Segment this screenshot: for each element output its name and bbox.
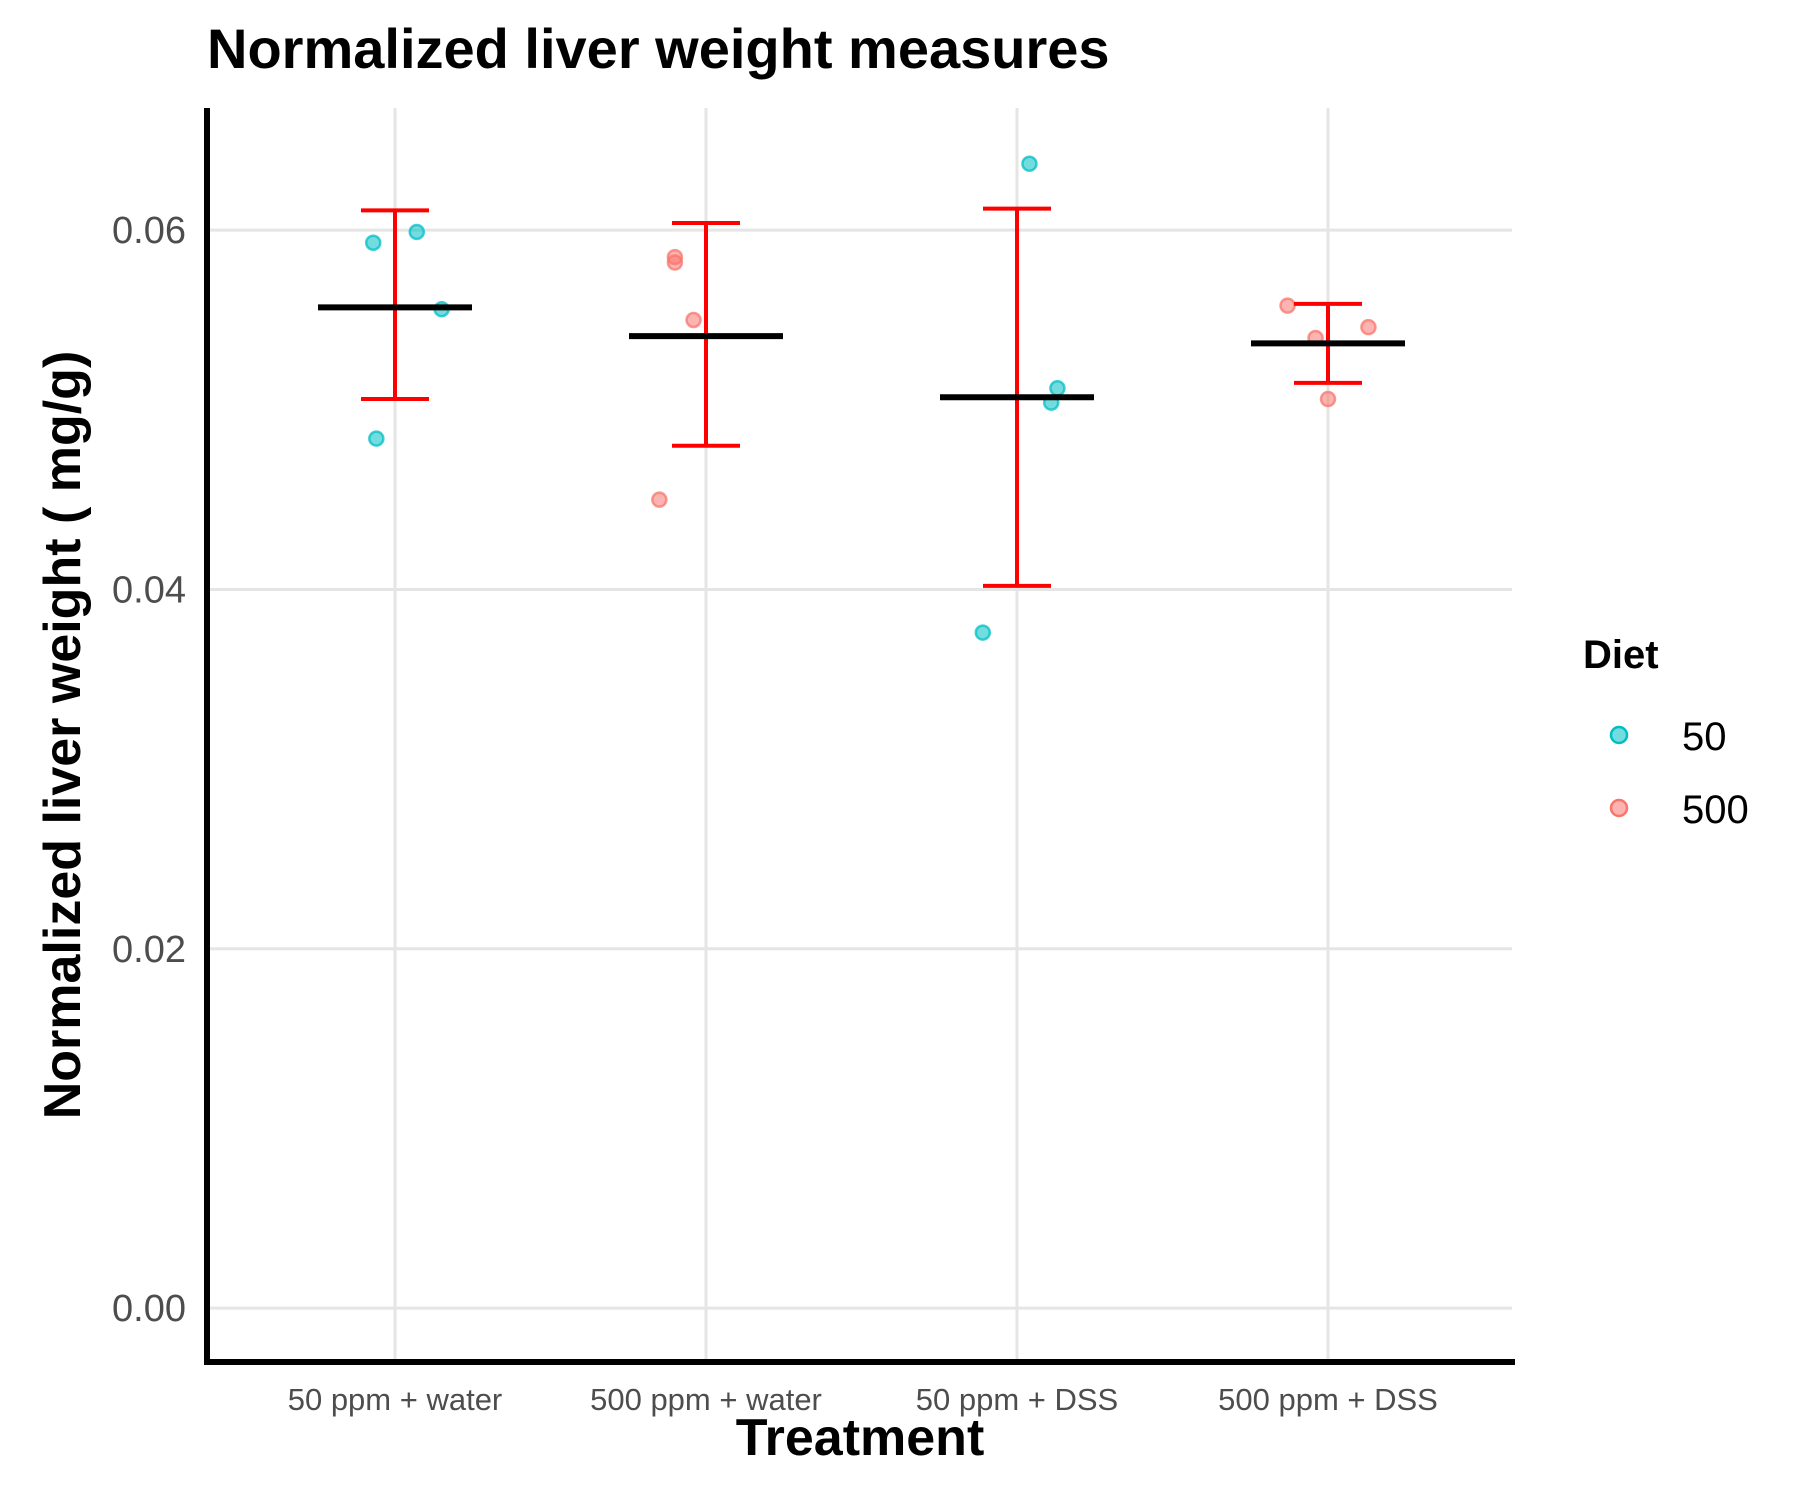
chart-title: Normalized liver weight measures bbox=[207, 17, 1110, 80]
legend-label-50: 50 bbox=[1682, 715, 1727, 759]
data-point-series1-6 bbox=[1360, 318, 1377, 336]
mean-lines bbox=[318, 304, 1405, 401]
data-point-series1-7 bbox=[1319, 390, 1337, 408]
data-point-series1-2 bbox=[685, 311, 702, 329]
y-tick-label-3: 0.06 bbox=[112, 210, 186, 252]
error-bars bbox=[361, 206, 1362, 588]
legend-label-500: 500 bbox=[1682, 788, 1749, 832]
data-point-series0-1 bbox=[408, 223, 426, 241]
data-point-series1-3 bbox=[651, 491, 668, 508]
grid bbox=[207, 108, 1512, 1362]
data-point-series0-7 bbox=[974, 624, 992, 641]
x-axis-title: Treatment bbox=[736, 1409, 985, 1467]
x-tick-label-0: 50 ppm + water bbox=[288, 1382, 503, 1417]
x-tick-label-3: 500 ppm + DSS bbox=[1218, 1382, 1438, 1417]
legend-title: Diet bbox=[1583, 633, 1659, 677]
data-point-series1-4 bbox=[1279, 297, 1296, 314]
legend-key-50 bbox=[1609, 725, 1629, 745]
x-tick-label-1: 500 ppm + water bbox=[590, 1382, 822, 1417]
y-tick-label-0: 0.00 bbox=[112, 1288, 186, 1330]
data-point-series1-1 bbox=[666, 254, 684, 271]
legend: Diet 50 500 bbox=[1583, 633, 1749, 832]
x-tick-label-2: 50 ppm + DSS bbox=[916, 1382, 1118, 1417]
data-point-series0-5 bbox=[1049, 380, 1066, 397]
y-axis-title: Normalized liver weight ( mg/g) bbox=[34, 351, 92, 1120]
y-tick-labels: 0.00 0.02 0.04 0.06 bbox=[112, 210, 186, 1330]
data-point-series0-3 bbox=[368, 430, 385, 447]
legend-key-500 bbox=[1609, 798, 1629, 818]
data-point-series0-4 bbox=[1021, 155, 1038, 172]
x-tick-labels: 50 ppm + water 500 ppm + water 50 ppm + DS… bbox=[288, 1382, 1438, 1417]
data-points bbox=[364, 155, 1377, 641]
y-tick-label-1: 0.02 bbox=[112, 929, 186, 971]
y-tick-label-2: 0.04 bbox=[112, 569, 186, 611]
data-point-series0-0 bbox=[364, 234, 382, 251]
